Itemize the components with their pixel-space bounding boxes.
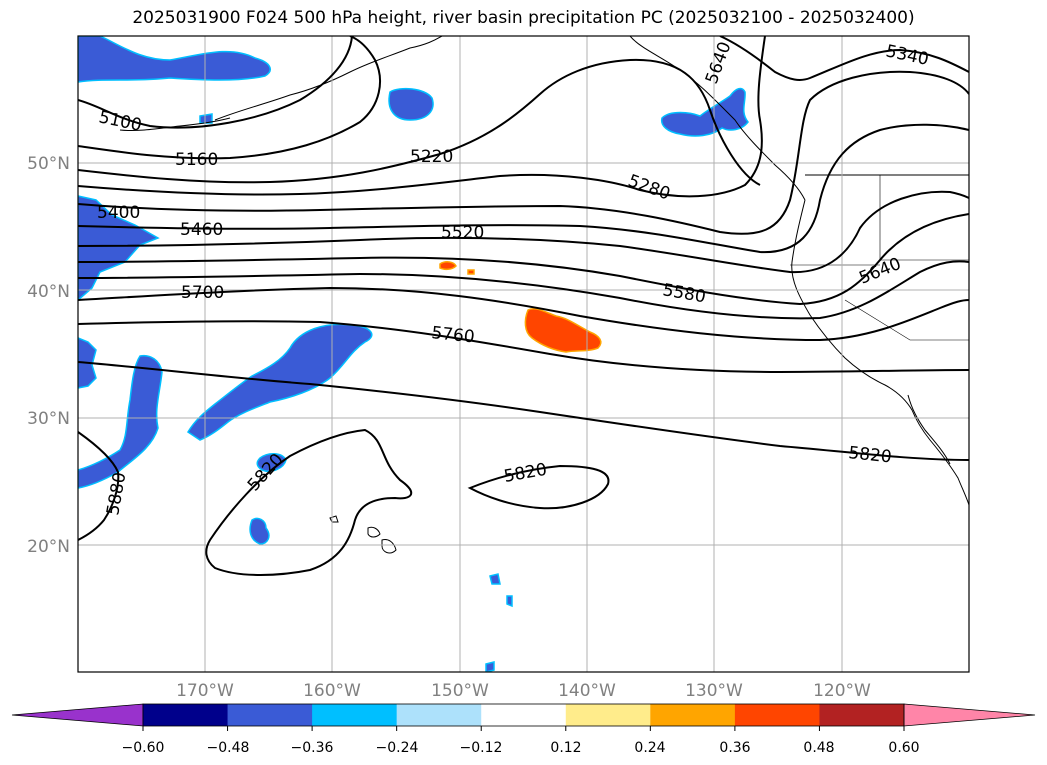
colorbar <box>11 703 1036 731</box>
colorbar-segment <box>734 704 820 726</box>
colorbar-tick-label: 0.48 <box>803 740 834 756</box>
colorbar-segment <box>650 704 736 726</box>
lon-label: 160°W <box>303 681 361 701</box>
positive-precip-region <box>524 307 602 353</box>
colorbar-tick-label: −0.60 <box>122 740 165 756</box>
contour-label: 5820 <box>847 443 892 467</box>
contour-5100 <box>78 36 353 129</box>
colorbar-segment <box>143 704 229 726</box>
bc-coastline <box>629 36 806 201</box>
colorbar-tick-label: 0.24 <box>634 740 665 756</box>
map-area: 5100 5160 5220 5280 5340 5400 5460 5520 … <box>78 36 969 672</box>
contour-5400 <box>78 70 969 235</box>
lat-axis-labels: 50°N 40°N 30°N 20°N <box>27 154 70 557</box>
negative-precip-region <box>78 354 163 489</box>
contour-label: 5760 <box>430 323 475 347</box>
map-title: 2025031900 F024 500 hPa height, river ba… <box>132 8 915 28</box>
lat-label: 30°N <box>27 409 70 429</box>
us-west-coastline <box>791 199 969 506</box>
lon-label: 130°W <box>685 681 743 701</box>
map-frame <box>77 35 970 673</box>
alaska-coastline <box>214 36 443 121</box>
contour-label: 5160 <box>175 150 218 170</box>
contour-5700 <box>78 286 969 342</box>
contour-label: 5700 <box>181 283 224 303</box>
contour-5220 <box>78 58 761 186</box>
contour-5460 <box>78 123 969 254</box>
colorbar-tick-labels: −0.60 −0.48 −0.36 −0.24 −0.12 0.12 0.24 … <box>122 740 920 756</box>
colorbar-tick-label: −0.24 <box>376 740 419 756</box>
lat-label: 50°N <box>27 154 70 174</box>
colorbar-tick-label: 0.60 <box>888 740 919 756</box>
lon-axis-labels: 170°W 160°W 150°W 140°W 130°W 120°W <box>176 681 871 701</box>
contour-label: 5460 <box>180 220 223 240</box>
negative-precip-region <box>660 87 749 137</box>
lon-label: 120°W <box>813 681 871 701</box>
hawaii-islands <box>329 515 397 554</box>
contour-5580 <box>78 213 969 306</box>
negative-precip-region <box>249 517 270 545</box>
contour-5640 <box>78 260 969 320</box>
alaska-peninsula-coastline <box>119 117 231 131</box>
colorbar-segment <box>565 704 651 726</box>
ocean-background <box>78 36 969 672</box>
negative-precip-region <box>78 36 271 83</box>
negative-precip-region <box>388 87 434 121</box>
height-contours <box>78 36 969 576</box>
lon-label: 150°W <box>431 681 489 701</box>
colorbar-tick-label: 0.12 <box>550 740 581 756</box>
colorbar-segment <box>396 704 482 726</box>
lon-label: 170°W <box>176 681 234 701</box>
negative-precip-region <box>256 453 287 472</box>
colorbar-tick-label: −0.12 <box>460 740 503 756</box>
positive-precip-region <box>439 261 475 275</box>
colorbar-outline <box>142 703 905 727</box>
colorbar-segment <box>819 704 905 726</box>
colorbar-extend-min <box>11 703 144 727</box>
contour-5820-east-pacific <box>467 464 610 510</box>
contour-label: 5400 <box>97 203 140 223</box>
colorbar-segment <box>481 704 567 726</box>
contour-5160 <box>78 36 381 160</box>
contour-5820-central-pacific <box>205 428 413 576</box>
graticule <box>78 36 969 672</box>
colorbar-tick-label: 0.36 <box>719 740 750 756</box>
negative-precip-region <box>199 113 213 124</box>
contour-label: 5220 <box>410 147 453 167</box>
lat-label: 20°N <box>27 537 70 557</box>
lon-label: 140°W <box>558 681 616 701</box>
contour-5760 <box>78 320 969 374</box>
contour-5340 <box>719 36 969 81</box>
colorbar-tick-label: −0.36 <box>291 740 334 756</box>
contour-5520 <box>78 190 969 274</box>
contour-5280 <box>78 36 766 198</box>
negative-precip-region <box>485 573 513 672</box>
contour-label: 5520 <box>441 223 484 243</box>
lat-label: 40°N <box>27 282 70 302</box>
baja-coastline <box>907 394 951 465</box>
colorbar-segment <box>227 704 313 726</box>
contour-5880 <box>78 431 120 541</box>
colorbar-segment <box>312 704 398 726</box>
state-border <box>844 299 969 341</box>
colorbar-tick-label: −0.48 <box>207 740 250 756</box>
contour-5820 <box>78 361 969 461</box>
colorbar-extend-max <box>903 703 1036 727</box>
